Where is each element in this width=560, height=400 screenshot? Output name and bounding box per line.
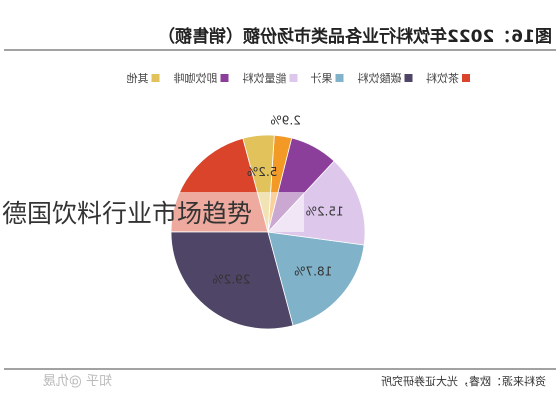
legend-label: 能量饮料	[243, 71, 287, 85]
legend-swatch	[335, 74, 344, 82]
pie-slice	[267, 231, 365, 327]
slice-data-label: 5.2%	[247, 165, 278, 179]
slice-data-label: 2.9%	[270, 113, 301, 127]
slice-data-label: 29.2%	[212, 273, 250, 287]
pie-slice-labels: 29.2% 18.7% 15.2% 2.9% 5.2%	[212, 113, 343, 286]
legend-swatch	[151, 74, 160, 82]
legend-swatch	[462, 74, 470, 82]
legend-swatch	[220, 74, 229, 82]
legend-label: 果汁	[311, 72, 333, 85]
legend-label: 即饮咖啡	[174, 71, 218, 85]
chart-title: 图16：2022年饮料行业各品类市场份额（销售额）	[158, 26, 552, 47]
legend-label: 茶饮料	[426, 71, 459, 85]
legend: 茶饮料 碳酸饮料 果汁 能量饮料 即饮咖啡 其他	[127, 71, 470, 85]
overlay-caption: 德国饮料行业市场趋势	[0, 192, 304, 232]
watermark: 知乎 @仇晟	[43, 373, 112, 389]
legend-label: 其他	[127, 72, 149, 85]
slice-data-label: 15.2%	[306, 205, 344, 219]
legend-swatch	[289, 74, 298, 82]
legend-swatch	[404, 74, 413, 82]
legend-label: 碳酸饮料	[358, 71, 402, 85]
source-note: 资料来源：欧睿，光大证券研究所	[381, 374, 546, 388]
pie-slices	[170, 134, 366, 330]
slice-data-label: 18.7%	[294, 265, 332, 279]
pie-slice	[170, 231, 294, 330]
mirrored-figure: 图16：2022年饮料行业各品类市场份额（销售额） 茶饮料 碳酸饮料 果汁 能量饮料 即…	[4, 26, 556, 389]
